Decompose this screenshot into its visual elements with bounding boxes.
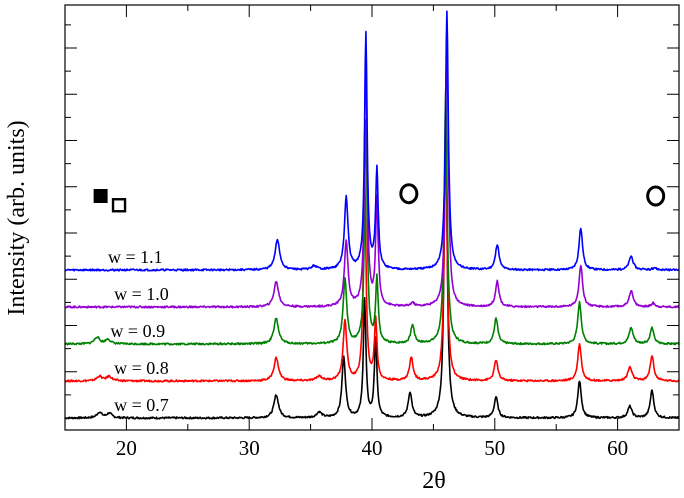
series-label: w = 1.1 — [108, 247, 163, 267]
series-layer — [64, 10, 680, 420]
series-line — [64, 88, 680, 346]
x-tick-label: 50 — [484, 436, 505, 460]
marker-layer — [93, 183, 666, 213]
series-line — [64, 107, 680, 420]
y-axis-title: Intensity (arb. units) — [4, 120, 30, 315]
series-line — [64, 33, 680, 309]
x-tick-label: 60 — [607, 436, 628, 460]
open-square-marker — [111, 198, 127, 213]
series-label: w = 0.9 — [110, 321, 165, 341]
series-line — [64, 135, 680, 383]
tick-layer: 20 30 40 50 60 — [64, 5, 680, 460]
filled-square-marker — [93, 189, 108, 203]
series-label-layer: w = 1.1 w = 1.0 w = 0.9 w = 0.8 w = 0.7 — [108, 247, 169, 415]
series-line — [64, 10, 680, 272]
open-circle-marker — [646, 185, 666, 207]
open-circle-marker — [399, 183, 419, 205]
series-label: w = 0.8 — [114, 358, 169, 378]
series-label: w = 0.7 — [114, 395, 169, 415]
series-label: w = 1.0 — [114, 284, 169, 304]
x-tick-label: 40 — [362, 436, 383, 460]
x-tick-label: 20 — [116, 436, 137, 460]
x-tick-label: 30 — [239, 436, 260, 460]
x-axis-title: 2θ — [422, 468, 446, 494]
